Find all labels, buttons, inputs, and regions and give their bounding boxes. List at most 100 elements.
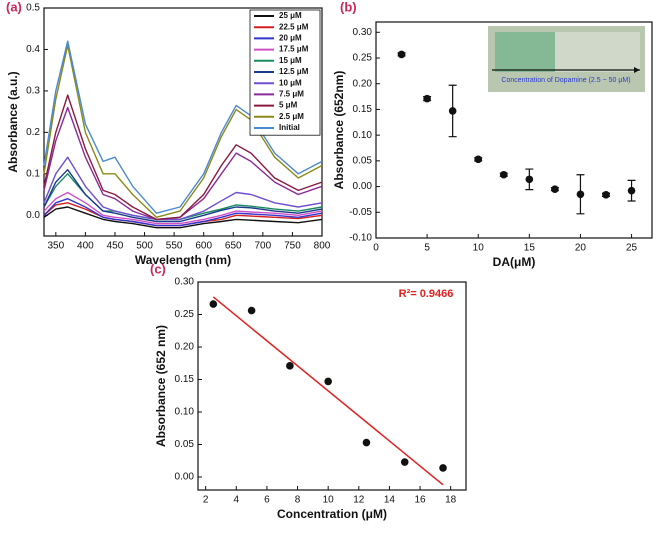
y-tick-label: 0.3 — [26, 86, 40, 97]
x-tick-label: 4 — [234, 495, 240, 506]
y-tick-label: 0.10 — [175, 407, 195, 418]
legend-label: 7.5 μM — [279, 90, 304, 99]
y-tick-label: 0.15 — [175, 374, 195, 385]
y-tick-label: 0.10 — [353, 130, 373, 141]
x-tick-label: 5 — [424, 243, 430, 254]
y-axis-label: Absorbance (652 nm) — [154, 325, 168, 447]
annotation: R²= 0.9466 — [399, 288, 454, 300]
y-tick-label: 0.00 — [175, 472, 195, 483]
spectrum-line — [43, 198, 323, 227]
panel-label: (c) — [150, 261, 166, 276]
y-tick-label: 0.30 — [353, 27, 373, 38]
x-tick-label: 15 — [524, 243, 536, 254]
spectrum-line — [43, 156, 323, 221]
inset-photo-clear — [555, 32, 640, 72]
y-tick-label: 0.20 — [353, 78, 373, 89]
x-tick-label: 750 — [284, 241, 301, 252]
y-tick-label: 0.05 — [353, 155, 373, 166]
x-tick-label: 400 — [77, 241, 94, 252]
x-axis-label: Concentration (μM) — [277, 507, 387, 521]
x-tick-label: 2 — [203, 495, 209, 506]
y-axis-label: Absorbance (652nm) — [332, 71, 346, 190]
x-tick-label: 20 — [575, 243, 587, 254]
x-tick-label: 0 — [373, 243, 379, 254]
y-tick-label: 0.25 — [175, 309, 195, 320]
x-tick-label: 12 — [353, 495, 365, 506]
data-point — [448, 107, 457, 115]
x-tick-label: 10 — [473, 243, 485, 254]
legend-label: 10 μM — [279, 78, 302, 87]
x-tick-label: 6 — [264, 495, 270, 506]
legend-label: 25 μM — [279, 11, 302, 20]
y-tick-label: -0.10 — [349, 233, 372, 244]
panel-label: (b) — [340, 0, 357, 14]
y-tick-label: 0.30 — [175, 277, 195, 288]
legend-label: 22.5 μM — [279, 22, 309, 31]
y-tick-label: 0.20 — [175, 342, 195, 353]
y-tick-label: 0.00 — [353, 181, 373, 192]
plot-frame — [197, 281, 467, 491]
x-tick-label: 450 — [107, 241, 124, 252]
legend-label: 5 μM — [279, 101, 298, 110]
y-tick-label: 0.5 — [26, 3, 40, 14]
fit-line — [212, 296, 444, 486]
x-tick-label: 650 — [225, 241, 242, 252]
legend-label: 17.5 μM — [279, 45, 309, 54]
x-axis-label: DA(μM) — [493, 255, 536, 269]
data-point — [602, 191, 610, 199]
x-tick-label: 350 — [47, 241, 64, 252]
x-tick-label: 500 — [136, 241, 153, 252]
legend-label: 20 μM — [279, 34, 302, 43]
data-point — [525, 175, 534, 184]
x-axis-label: Wavelength (nm) — [135, 253, 231, 267]
data-point — [551, 185, 559, 193]
panel-label: (a) — [6, 0, 22, 14]
data-point — [423, 94, 431, 103]
data-point — [324, 377, 332, 386]
data-point — [627, 186, 636, 195]
inset-label: Concentration of Dopamine (2.5 ~ 50 μM) — [501, 77, 630, 84]
inset-photo-green — [495, 32, 555, 72]
x-tick-label: 16 — [414, 495, 426, 506]
y-tick-label: 0.2 — [26, 127, 40, 138]
data-point — [439, 464, 447, 472]
legend-label: 2.5 μM — [279, 112, 304, 121]
x-tick-label: 14 — [384, 495, 396, 506]
plot-frame — [375, 21, 653, 239]
spectrum-line — [43, 44, 323, 218]
y-tick-label: 0.0 — [26, 210, 40, 221]
data-point — [397, 50, 406, 59]
spectrum-line — [43, 206, 323, 229]
x-tick-label: 8 — [295, 495, 301, 506]
y-tick-label: 0.15 — [353, 104, 373, 115]
data-point — [286, 362, 294, 370]
data-point — [209, 300, 218, 308]
plot-frame — [43, 7, 323, 237]
y-tick-label: 0.05 — [175, 439, 195, 450]
y-tick-label: -0.05 — [349, 207, 372, 218]
data-point — [576, 190, 585, 199]
x-tick-label: 800 — [314, 241, 331, 252]
legend-label: 12.5 μM — [279, 67, 309, 76]
x-tick-label: 10 — [323, 495, 335, 506]
data-point — [247, 306, 256, 315]
y-axis-label: Absorbance (a.u.) — [6, 71, 20, 172]
spectrum-line — [43, 94, 323, 221]
x-tick-label: 550 — [166, 241, 183, 252]
spectrum-line — [43, 169, 323, 223]
inset-arrow-head — [634, 67, 640, 73]
spectrum-line — [43, 191, 323, 225]
y-tick-label: 0.25 — [353, 53, 373, 64]
x-tick-label: 600 — [195, 241, 212, 252]
x-tick-label: 700 — [255, 241, 272, 252]
x-tick-label: 25 — [626, 243, 638, 254]
y-tick-label: 0.1 — [26, 168, 40, 179]
data-point — [400, 458, 409, 466]
data-point — [499, 170, 508, 179]
legend-label: Initial — [279, 123, 300, 132]
data-point — [362, 438, 371, 447]
legend-label: 15 μM — [279, 56, 302, 65]
data-point — [474, 155, 483, 164]
y-tick-label: 0.4 — [26, 44, 40, 55]
